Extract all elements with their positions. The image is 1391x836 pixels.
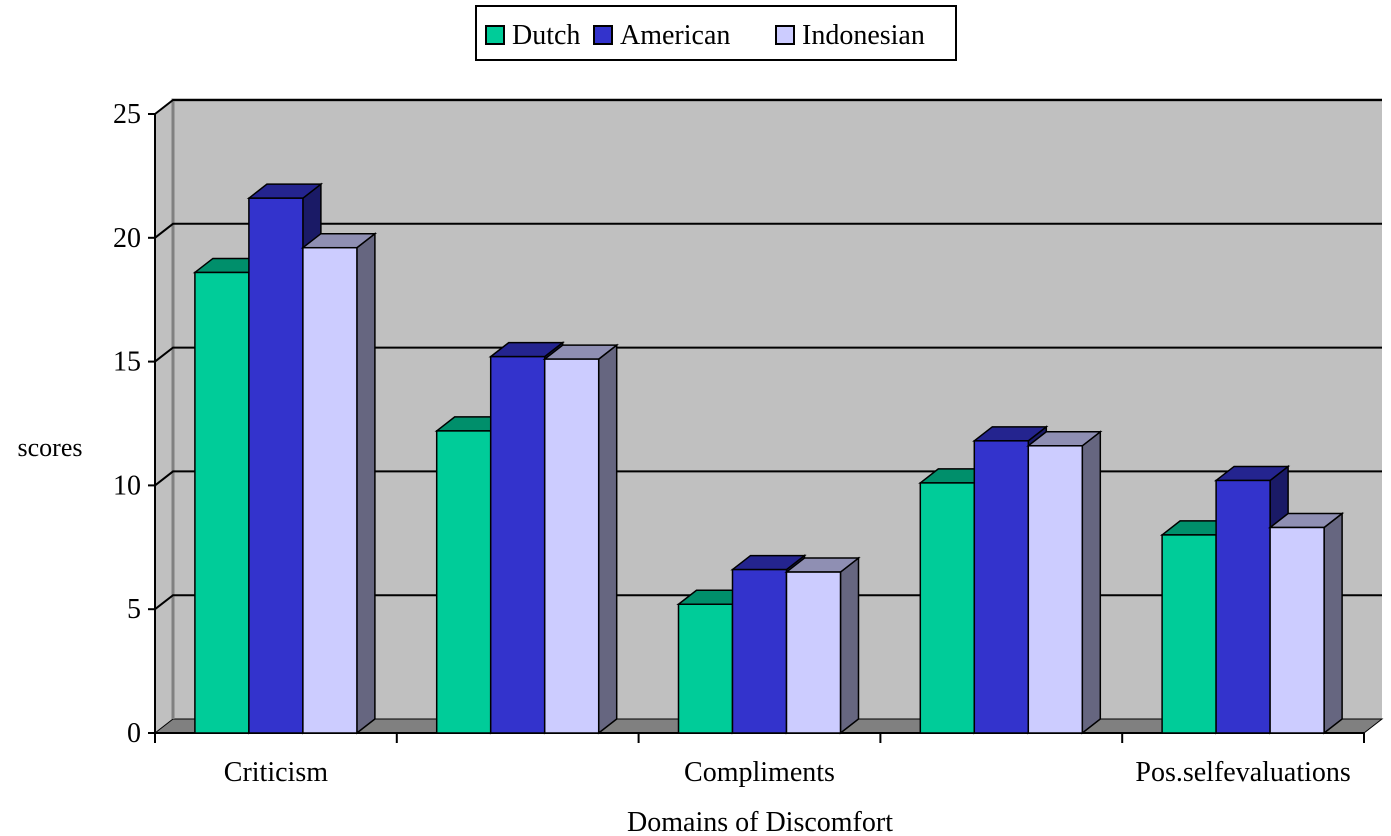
bar-front	[489, 355, 546, 734]
bar-side	[1081, 430, 1102, 735]
bar-side	[356, 232, 376, 735]
bar	[1026, 430, 1103, 735]
bar-front	[1027, 445, 1084, 734]
bar-side	[597, 343, 618, 735]
bar-front	[785, 571, 842, 734]
legend-swatch	[775, 25, 795, 45]
bar-front	[194, 271, 250, 734]
legend-item: Dutch	[485, 20, 580, 51]
bar	[1267, 511, 1345, 735]
bar	[784, 556, 861, 735]
bar	[542, 343, 619, 735]
gridline	[154, 346, 1382, 363]
tick-labels: 0 5 10 15 20 25 Criticism Compliments Pos.selfev…	[113, 99, 1351, 788]
x-tick-label: Compliments	[684, 757, 835, 788]
legend-box	[475, 5, 957, 61]
y-tick-label: 5	[127, 594, 141, 625]
bar-side	[1323, 511, 1343, 735]
bar-front	[919, 482, 976, 734]
bar-front	[1269, 526, 1325, 734]
bar-front	[435, 430, 492, 734]
bar-front	[302, 246, 358, 734]
legend: Dutch American Indonesian	[475, 5, 957, 61]
gridline	[154, 99, 1382, 115]
y-tick-label: 0	[127, 718, 141, 749]
x-tick-label: Criticism	[224, 757, 328, 788]
y-tick-label: 20	[113, 223, 141, 254]
bar-front	[973, 440, 1030, 734]
legend-swatch	[593, 25, 613, 45]
bar	[300, 232, 378, 735]
legend-item: American	[593, 20, 730, 51]
bars	[192, 182, 1345, 735]
legend-label: Indonesian	[802, 20, 925, 51]
y-tick-label: 10	[113, 470, 141, 501]
bar-front	[731, 568, 788, 734]
bar-front	[248, 197, 304, 734]
legend-label: American	[620, 20, 730, 51]
legend-item: Indonesian	[775, 20, 925, 51]
gridline	[154, 222, 1382, 239]
y-axis-label: scores	[18, 433, 83, 462]
bar-front	[1215, 479, 1271, 734]
bar-front	[543, 358, 600, 734]
y-tick-label: 25	[113, 99, 141, 130]
legend-label: Dutch	[512, 20, 580, 51]
legend-swatch	[485, 25, 505, 45]
bar-side	[839, 556, 860, 735]
bar-front	[1161, 534, 1217, 734]
x-tick-label: Pos.selfevaluations	[1135, 757, 1350, 788]
bar-front	[677, 603, 734, 734]
y-tick-label: 15	[113, 347, 141, 378]
x-axis-label: Domains of Discomfort	[627, 807, 893, 836]
